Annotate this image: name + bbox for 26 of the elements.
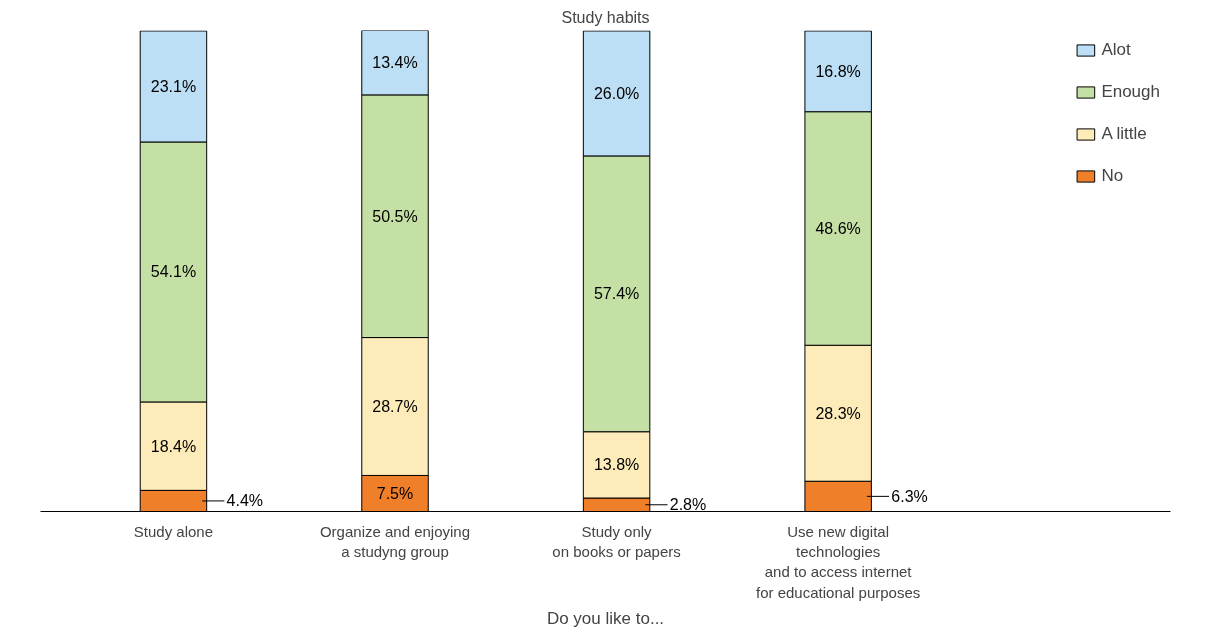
data-label: 18.4% xyxy=(150,437,197,455)
data-label: 57.4% xyxy=(593,285,640,303)
data-label: 26.0% xyxy=(593,84,640,102)
data-label: 4.4% xyxy=(226,492,264,510)
data-label: 16.8% xyxy=(815,62,861,80)
data-label: 6.3% xyxy=(891,487,928,505)
x-tick-label: Study alone xyxy=(133,522,214,540)
data-label: 48.6% xyxy=(815,219,861,237)
x-tick-label: Organize and enjoying a studyng group xyxy=(319,522,471,560)
data-label: 13.4% xyxy=(372,54,418,72)
legend-label: A little xyxy=(1101,124,1147,144)
data-label: 28.3% xyxy=(815,404,861,422)
legend-label: Enough xyxy=(1101,82,1160,102)
data-label: 7.5% xyxy=(376,484,414,502)
data-label: 28.7% xyxy=(372,398,418,416)
legend-label: Alot xyxy=(1101,40,1131,60)
x-axis-title: Do you like to... xyxy=(546,608,665,628)
chart-title: Study habits xyxy=(561,8,650,26)
data-label: 54.1% xyxy=(150,263,197,281)
legend-label: No xyxy=(1101,166,1124,186)
data-label: 50.5% xyxy=(372,207,418,225)
data-label: 23.1% xyxy=(150,77,197,95)
data-label: 2.8% xyxy=(669,496,707,514)
x-tick-label: Study only on books or papers xyxy=(552,522,681,560)
data-label: 13.8% xyxy=(593,456,640,474)
x-tick-label: Use new digital technologies and to access internet for educational purposes xyxy=(756,522,921,601)
